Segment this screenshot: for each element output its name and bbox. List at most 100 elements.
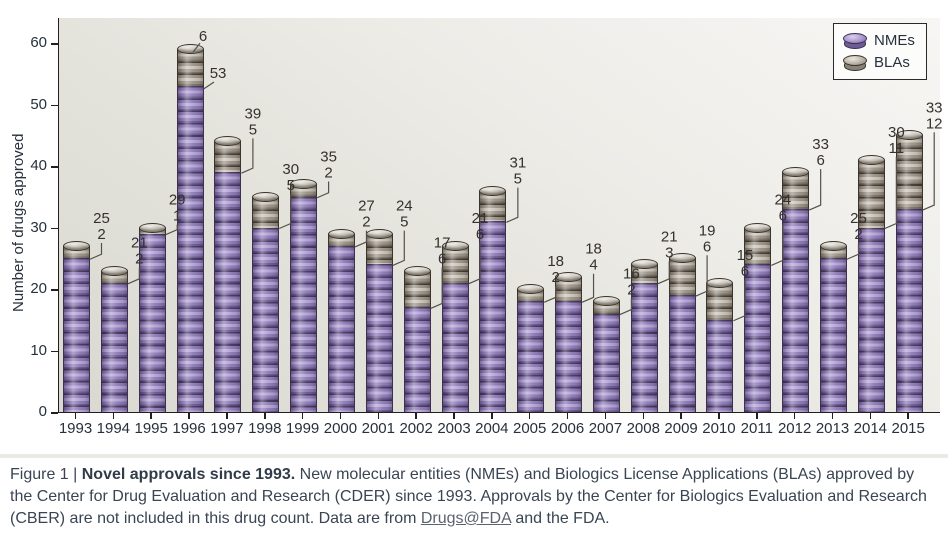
- bla-segment-2015: [895, 135, 923, 210]
- bar-top-cap-2010: [706, 277, 734, 288]
- bar-top-cap-1993: [63, 240, 90, 251]
- y-tick-label: 60: [30, 34, 47, 51]
- x-tick-mark: [642, 413, 644, 419]
- figure-separator: |: [68, 466, 82, 483]
- y-tick-label: 0: [38, 403, 47, 420]
- nme-segment-2014: [857, 227, 885, 412]
- nme-segment-1995: [138, 233, 166, 412]
- x-tick-label-2007: 2007: [588, 420, 623, 437]
- plot-area: [58, 18, 940, 413]
- x-tick-label-2002: 2002: [399, 420, 433, 437]
- y-tick-mark: [51, 412, 58, 414]
- x-tick-label-1995: 1995: [134, 420, 168, 437]
- bar-1996: [176, 44, 204, 412]
- y-tick-mark: [51, 43, 58, 45]
- x-tick-mark: [112, 413, 115, 419]
- x-tick-mark: [226, 413, 228, 419]
- bar-2004: [479, 185, 507, 412]
- nme-segment-1994: [100, 282, 128, 412]
- figure-title: Novel approvals since 1993.: [81, 466, 296, 483]
- bar-2006: [555, 271, 583, 412]
- x-tick-mark: [377, 413, 380, 419]
- nme-segment-1997: [214, 172, 242, 412]
- bar-2012: [782, 167, 810, 412]
- bar-top-cap-2008: [630, 259, 658, 270]
- x-tick-mark: [793, 413, 796, 419]
- x-tick-label-1997: 1997: [210, 420, 244, 437]
- bar-2003: [441, 240, 469, 412]
- figure-caption-divider: [0, 454, 948, 458]
- caption-text-1: New molecular entities (NMEs) and Biolog…: [10, 466, 927, 527]
- bar-1993: [63, 240, 90, 412]
- bar-2005: [517, 284, 545, 412]
- y-tick-mark: [51, 104, 58, 107]
- x-tick-label-2004: 2004: [475, 420, 509, 437]
- bar-top-cap-1998: [252, 191, 280, 202]
- x-tick-label-2010: 2010: [702, 420, 736, 437]
- y-tick-mark: [51, 166, 58, 168]
- x-tick-mark: [718, 413, 720, 419]
- bla-segment-1998: [252, 196, 280, 228]
- x-tick-mark: [907, 413, 909, 419]
- x-tick-label-2014: 2014: [853, 420, 888, 437]
- x-tick-label-2013: 2013: [815, 420, 850, 437]
- x-tick-mark: [831, 413, 834, 419]
- x-tick-mark: [150, 413, 152, 419]
- nme-segment-2012: [782, 209, 810, 412]
- bar-top-cap-1994: [100, 265, 128, 276]
- x-tick-label-2012: 2012: [777, 420, 812, 437]
- nme-segment-2000: [327, 245, 355, 412]
- y-tick-label: 50: [30, 95, 47, 113]
- nme-segment-2007: [592, 313, 620, 412]
- bar-top-cap-2003: [441, 240, 469, 251]
- bar-2001: [365, 228, 393, 412]
- bar-top-cap-1997: [214, 136, 242, 147]
- x-tick-label-1999: 1999: [285, 420, 320, 437]
- x-tick-label-2003: 2003: [437, 420, 471, 437]
- bla-pill-icon: [843, 54, 867, 71]
- bar-top-cap-2011: [744, 222, 772, 233]
- x-tick-label-1994: 1994: [96, 420, 131, 437]
- y-tick-label: 10: [30, 341, 47, 359]
- nme-segment-2001: [365, 264, 393, 412]
- bla-segment-2014: [857, 159, 885, 228]
- bar-1994: [100, 265, 128, 412]
- x-tick-mark: [680, 413, 682, 419]
- bar-top-cap-2012: [782, 167, 810, 178]
- figure-caption: Figure 1 | Novel approvals since 1993. N…: [10, 464, 938, 530]
- y-tick-mark: [51, 350, 58, 353]
- bla-segment-1996: [176, 49, 204, 87]
- x-tick-label-1998: 1998: [248, 420, 282, 437]
- x-tick-mark: [188, 413, 190, 419]
- x-tick-mark: [74, 413, 77, 419]
- nme-segment-2011: [744, 264, 772, 412]
- drugs-fda-link[interactable]: Drugs@FDA: [420, 510, 511, 527]
- nme-segment-2013: [820, 258, 847, 412]
- y-tick-label: 40: [30, 157, 47, 174]
- x-tick-label-2005: 2005: [513, 420, 547, 437]
- bar-1997: [214, 136, 242, 412]
- x-tick-label-2011: 2011: [740, 420, 773, 437]
- bar-1998: [252, 191, 280, 412]
- nme-segment-2010: [706, 319, 734, 412]
- x-tick-label-2000: 2000: [323, 420, 358, 437]
- bar-top-cap-2000: [327, 228, 355, 239]
- legend: NMEs BLAs: [833, 23, 927, 80]
- x-tick-label-2015: 2015: [891, 420, 925, 437]
- x-tick-label-2001: 2001: [361, 420, 395, 437]
- bar-top-cap-2005: [517, 284, 545, 294]
- x-tick-label-2009: 2009: [664, 420, 698, 437]
- y-tick-label: 20: [30, 280, 47, 297]
- bar-2002: [403, 265, 431, 412]
- bla-segment-2004: [479, 190, 507, 222]
- bar-top-cap-1995: [138, 222, 166, 233]
- bar-2007: [592, 296, 620, 412]
- bar-2008: [630, 259, 658, 412]
- bla-segment-2009: [668, 258, 696, 296]
- bla-segment-2012: [782, 172, 810, 210]
- x-tick-mark: [566, 413, 569, 419]
- nme-segment-1996: [176, 86, 204, 412]
- x-tick-mark: [453, 413, 455, 419]
- approvals-chart: Number of drugs approved 25 2 21 2 29 1 6 53 39 5…: [10, 18, 943, 437]
